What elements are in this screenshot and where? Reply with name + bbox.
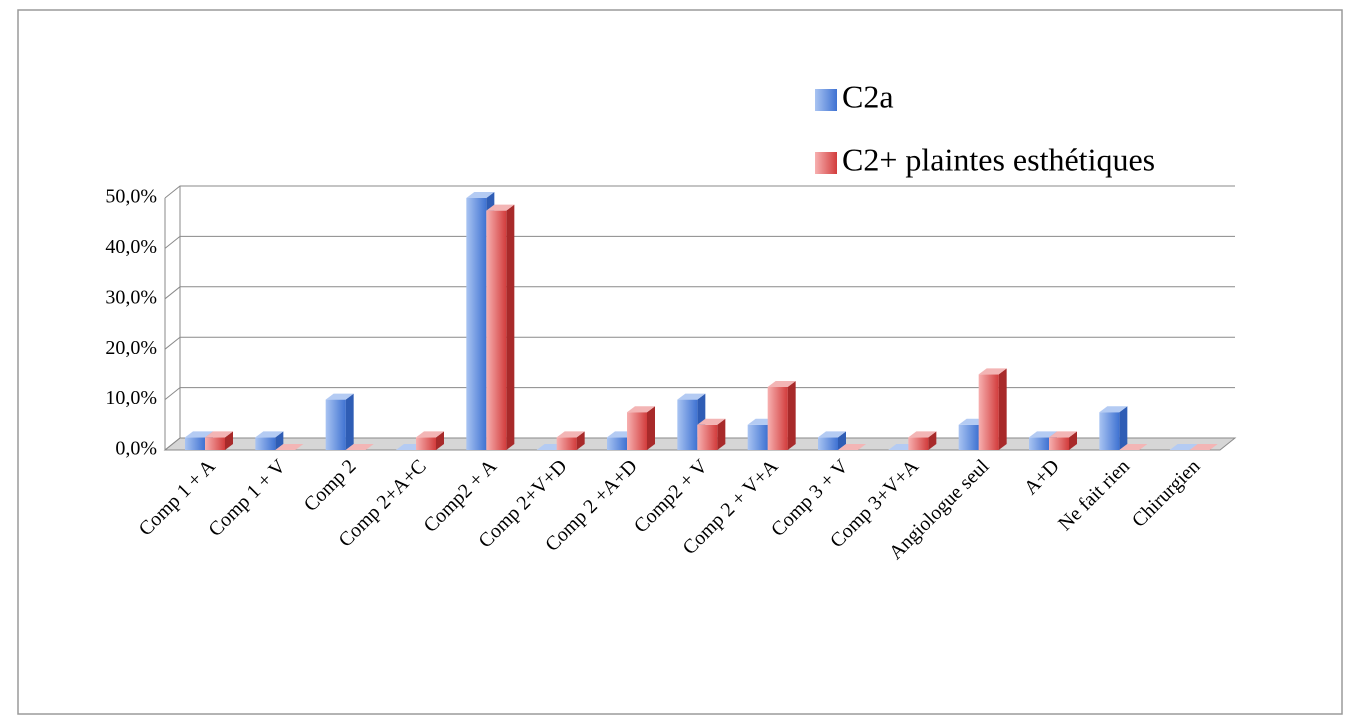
bar-side: [1119, 406, 1128, 450]
bar: [697, 424, 718, 450]
bar: [1099, 412, 1120, 450]
bar-side: [787, 381, 796, 450]
bar: [958, 424, 979, 450]
bar: [1049, 437, 1069, 450]
y-tick-label: 30,0%: [105, 286, 157, 308]
bar-top: [978, 368, 1007, 375]
grid-line: [164, 387, 1235, 400]
bar-side: [345, 393, 354, 450]
bar-top: [627, 406, 655, 413]
bar-side: [838, 431, 846, 450]
legend-label: C2+ plaintes esthétiques: [842, 141, 1155, 177]
y-tick-label: 40,0%: [105, 236, 157, 258]
bar-side: [998, 368, 1007, 450]
grid-line: [164, 437, 1235, 451]
y-tick-label: 0,0%: [115, 438, 157, 460]
bar-top: [818, 431, 846, 438]
bar: [767, 387, 788, 450]
bar-top: [677, 393, 706, 400]
bar-side: [928, 431, 937, 450]
bar: [416, 437, 436, 450]
bar-side: [225, 431, 233, 450]
bar-top: [185, 431, 213, 438]
grid-line: [164, 336, 1235, 350]
bar-top: [556, 431, 585, 438]
bar: [747, 424, 768, 450]
bar-side: [1069, 431, 1077, 450]
bar-side: [717, 418, 726, 450]
bar: [677, 399, 698, 450]
bar-top: [908, 431, 937, 438]
bar: [978, 374, 999, 450]
bar: [908, 437, 929, 450]
y-tick-label: 50,0%: [105, 186, 157, 208]
bar: [185, 437, 205, 450]
bar-top: [838, 444, 866, 450]
bar-top: [486, 204, 515, 211]
bar-top: [1119, 444, 1148, 450]
bar-side: [506, 204, 515, 450]
bar: [325, 399, 346, 450]
bar-top: [325, 393, 354, 400]
bar: [466, 198, 487, 450]
bar-top: [1029, 431, 1057, 438]
bar: [627, 412, 647, 450]
legend-swatch: [815, 89, 837, 111]
bar: [818, 437, 838, 450]
bar-top: [697, 418, 726, 425]
y-tick-label: 20,0%: [105, 337, 157, 359]
bar-top: [1049, 431, 1077, 438]
bar-top: [1169, 444, 1198, 450]
frame: [17, 9, 1343, 715]
bar: [1029, 437, 1049, 450]
grid-line: [164, 235, 1235, 249]
bar-top: [1189, 444, 1218, 450]
bar-side: [576, 431, 585, 450]
legend-swatch: [815, 152, 837, 174]
bar: [205, 437, 225, 450]
bar-top: [466, 192, 495, 198]
bar-top: [275, 444, 304, 450]
grid-line: [164, 286, 1235, 300]
bar: [556, 437, 577, 450]
bar-top: [416, 431, 444, 438]
bar-top: [255, 431, 284, 438]
bar-side: [647, 406, 655, 450]
bar: [486, 210, 507, 450]
bar-top: [767, 381, 796, 387]
bar-top: [1099, 406, 1128, 413]
bar: [255, 437, 276, 450]
y-tick-label: 10,0%: [105, 387, 157, 409]
grid-line: [164, 185, 1235, 199]
bar: [607, 437, 627, 450]
bar-top: [345, 444, 374, 450]
legend-label: C2a: [842, 78, 894, 114]
bar-side: [275, 431, 284, 450]
bar-top: [205, 431, 233, 438]
bar-side: [436, 431, 444, 450]
